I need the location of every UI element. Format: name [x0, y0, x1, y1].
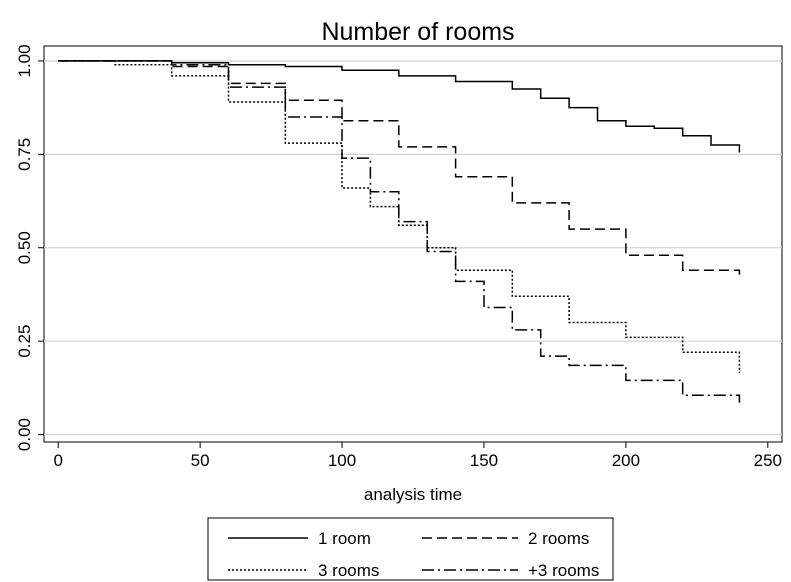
- legend-label: 2 rooms: [528, 529, 589, 548]
- x-tick-label: 100: [328, 451, 356, 470]
- legend-label: 3 rooms: [318, 561, 379, 580]
- series-line-dotted: [58, 60, 741, 373]
- y-tick-label: 0.25: [15, 325, 34, 358]
- series-line-dashdot: [58, 60, 741, 403]
- plot-frame: [43, 45, 783, 443]
- axes: 0.00 0.25 0.50 0.75 1.00 0 50 100 150 200 250: [15, 44, 782, 470]
- legend-box: [207, 517, 614, 581]
- chart-title: Number of rooms: [321, 18, 514, 46]
- x-tick-label: 150: [470, 451, 498, 470]
- legend-label: +3 rooms: [528, 561, 599, 580]
- x-tick-label: 250: [754, 451, 782, 470]
- x-axis-label: analysis time: [364, 485, 462, 504]
- y-tick-label: 1.00: [15, 44, 34, 77]
- x-tick-label: 0: [53, 451, 62, 470]
- x-tick-label: 50: [191, 451, 210, 470]
- series-line-solid: [58, 60, 741, 153]
- y-tick-label: 0.75: [15, 138, 34, 171]
- series-lines: [58, 60, 741, 403]
- legend: 1 room 2 rooms 3 rooms +3 rooms: [207, 517, 614, 581]
- y-tick-label: 0.00: [15, 418, 34, 451]
- series-line-dashed: [58, 60, 741, 278]
- grid-lines: [44, 60, 782, 436]
- x-tick-label: 200: [612, 451, 640, 470]
- legend-label: 1 room: [318, 529, 371, 548]
- y-tick-label: 0.50: [15, 231, 34, 264]
